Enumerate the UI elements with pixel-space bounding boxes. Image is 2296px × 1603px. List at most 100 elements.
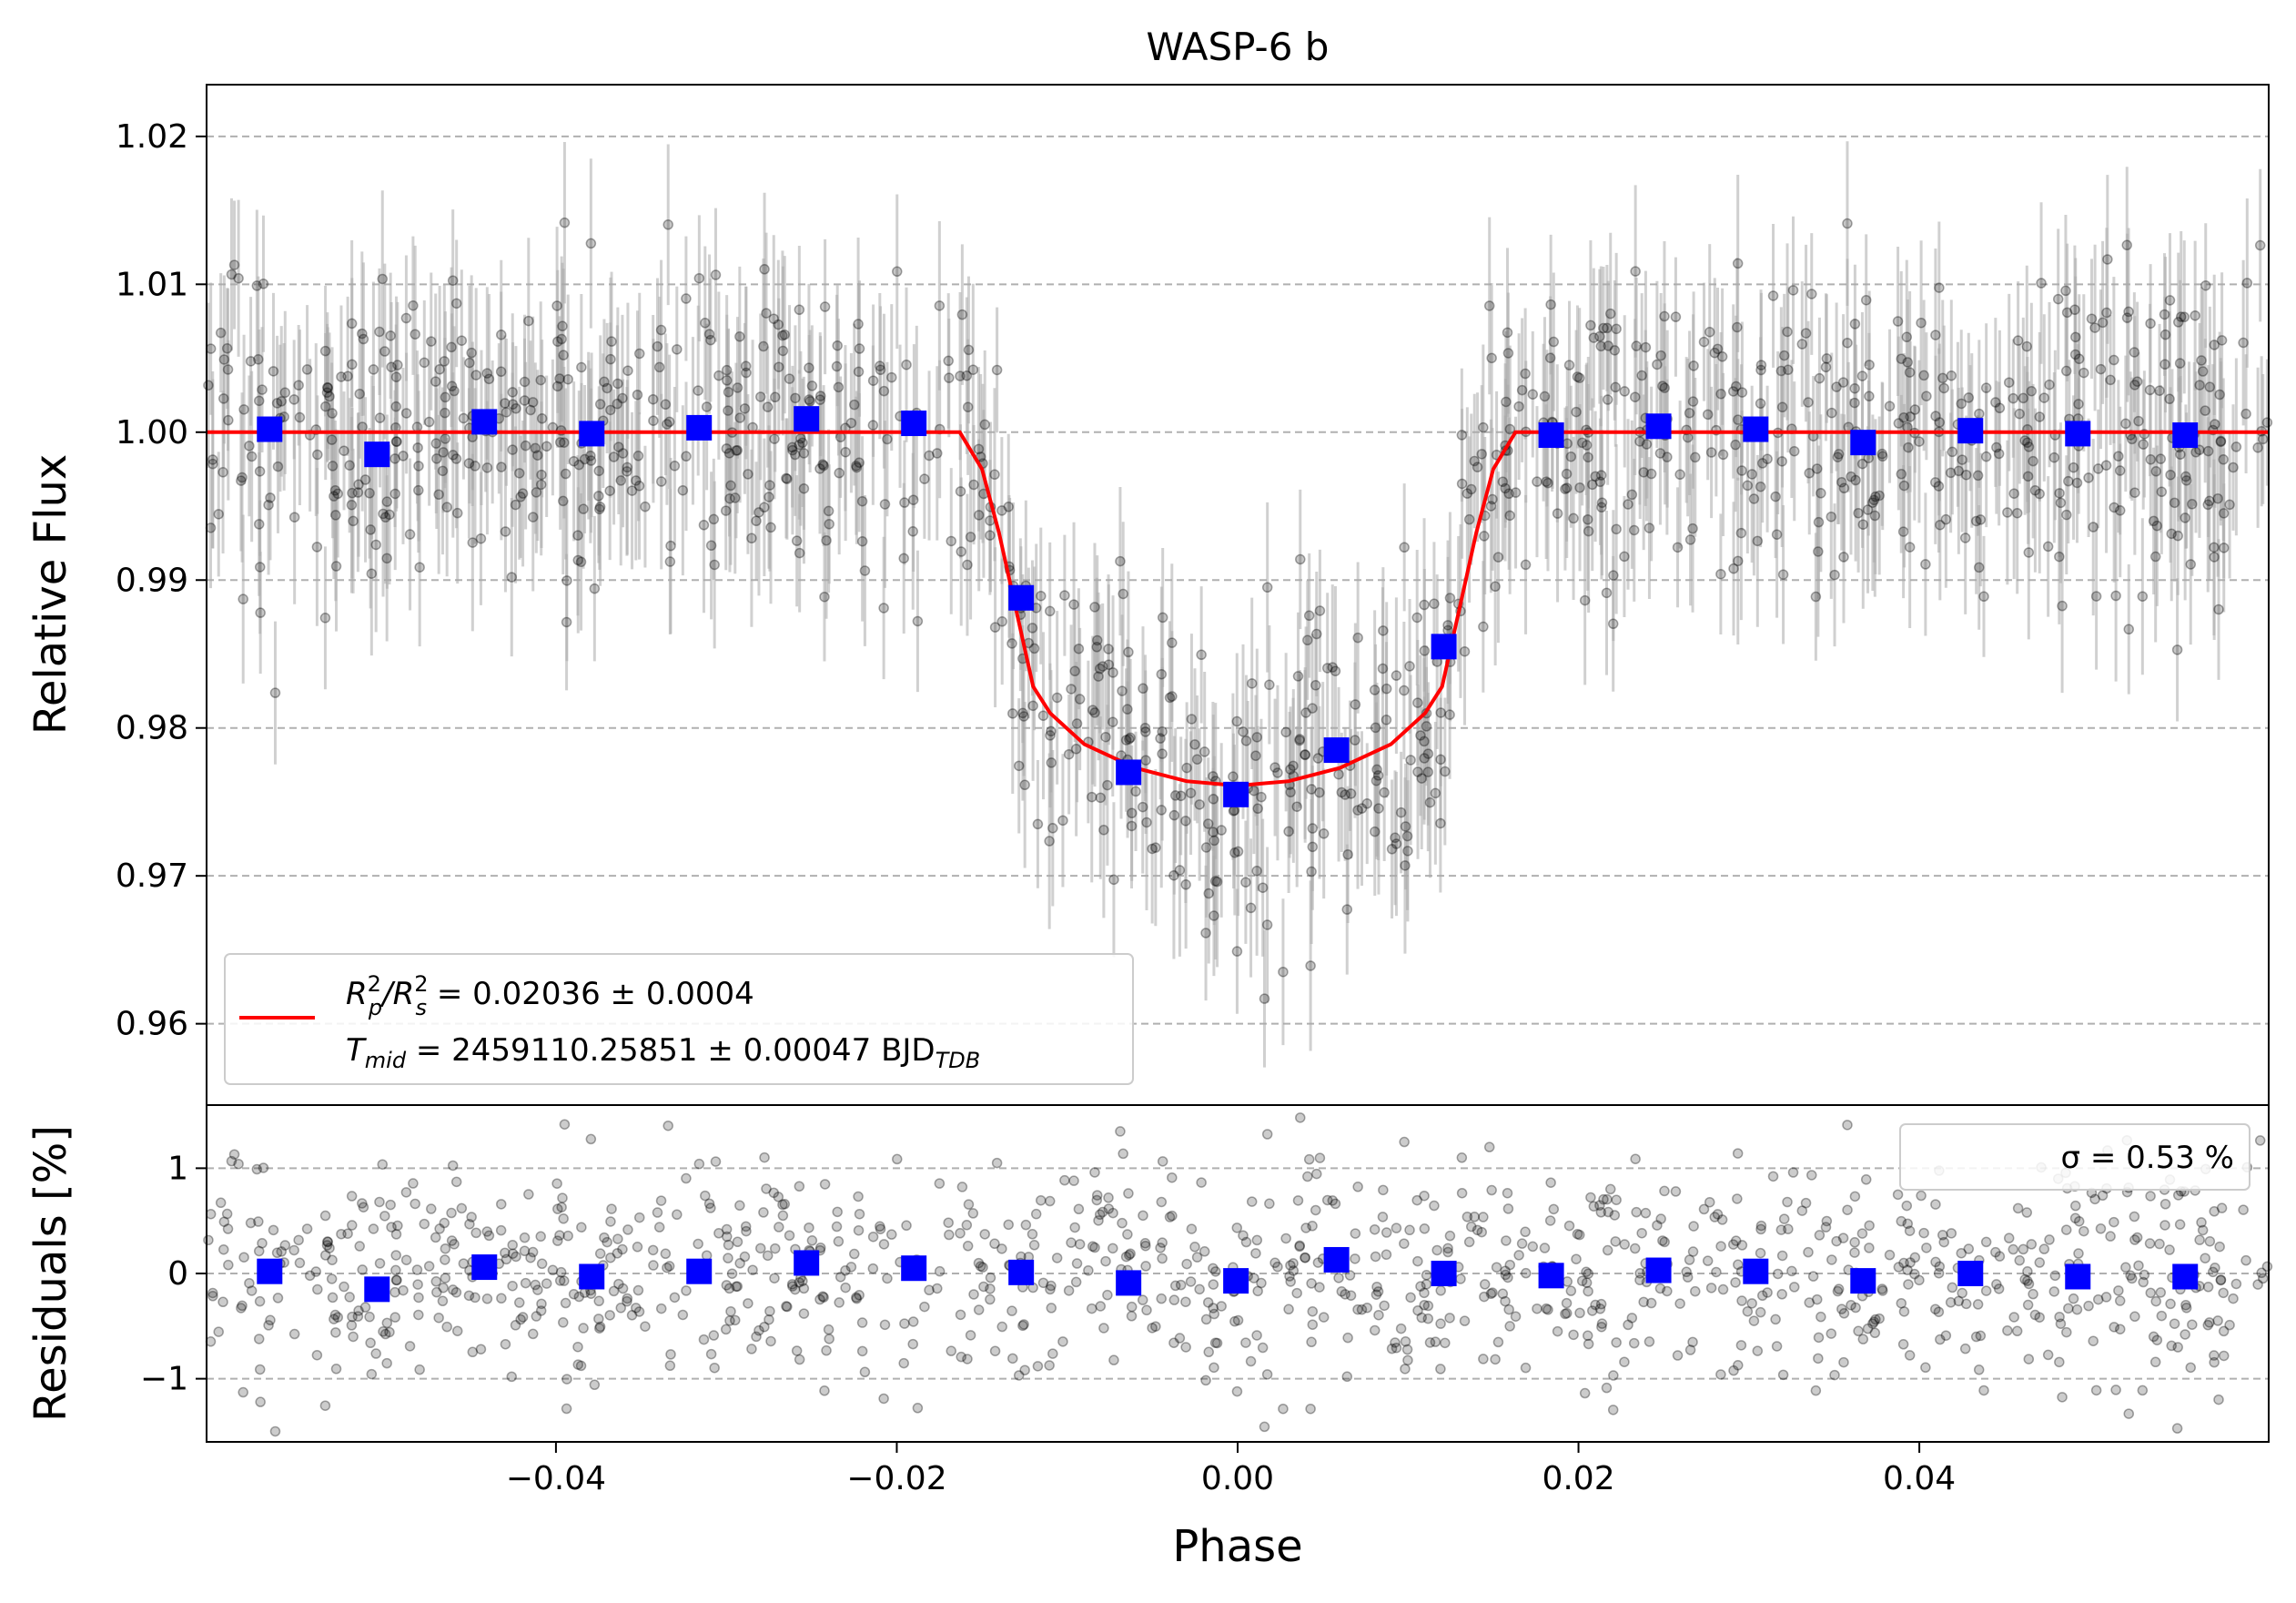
- residual-raw-point: [886, 1229, 897, 1240]
- residual-raw-point: [1444, 1230, 1456, 1242]
- flux-raw-point: [1019, 779, 1030, 791]
- residual-raw-point: [789, 1283, 801, 1295]
- residual-raw-point: [1877, 1285, 1888, 1296]
- residual-raw-point: [1305, 1403, 1316, 1415]
- residual-raw-point: [1573, 1229, 1585, 1241]
- residual-raw-point: [1874, 1313, 1885, 1324]
- flux-raw-point: [1095, 792, 1107, 804]
- residual-raw-point: [374, 1258, 386, 1269]
- residual-raw-point: [764, 1305, 775, 1317]
- x-tick-label: 0.02: [1542, 1460, 1614, 1497]
- flux-y-tick-label: 1.02: [116, 118, 188, 156]
- flux-raw-point: [973, 510, 985, 521]
- residual-raw-point: [1497, 1288, 1509, 1300]
- residual-raw-point: [276, 1246, 287, 1257]
- residual-raw-point: [632, 1284, 644, 1296]
- residual-raw-point: [1918, 1227, 1929, 1239]
- residual-raw-point: [1186, 1223, 1198, 1234]
- residual-raw-point: [2022, 1266, 2033, 1277]
- residual-raw-point: [1929, 1304, 1941, 1314]
- residual-raw-point: [1371, 1289, 1382, 1300]
- residual-raw-point: [608, 1285, 620, 1297]
- flux-raw-point: [466, 347, 477, 359]
- residual-raw-point: [288, 1328, 300, 1340]
- residual-raw-point: [2209, 1206, 2220, 1217]
- flux-raw-point: [1246, 678, 1258, 689]
- flux-binned-point: [686, 414, 713, 441]
- residual-raw-point: [475, 1344, 487, 1354]
- residual-raw-point: [1561, 1307, 1573, 1319]
- flux-raw-point: [1796, 339, 1808, 350]
- residual-raw-point: [663, 1120, 673, 1131]
- residual-raw-point: [849, 1248, 860, 1260]
- flux-raw-point: [536, 469, 547, 481]
- flux-raw-point: [1288, 760, 1299, 772]
- residual-raw-point: [1772, 1268, 1784, 1280]
- flux-raw-point: [1486, 352, 1497, 364]
- residual-raw-point: [1157, 1237, 1168, 1248]
- flux-raw-point: [346, 318, 358, 330]
- residual-raw-point: [1728, 1365, 1739, 1376]
- residual-raw-point: [438, 1282, 449, 1294]
- flux-raw-point: [2166, 528, 2177, 540]
- flux-raw-point: [433, 489, 444, 501]
- flux-raw-point: [720, 505, 732, 516]
- residual-raw-point: [2089, 1193, 2100, 1205]
- flux-raw-point: [2138, 439, 2149, 450]
- residual-raw-point: [1073, 1203, 1085, 1215]
- residual-raw-point: [946, 1345, 957, 1356]
- flux-raw-point: [348, 515, 359, 527]
- residual-raw-point: [648, 1260, 659, 1271]
- residual-raw-point: [1115, 1126, 1126, 1137]
- residual-raw-point: [759, 1321, 770, 1333]
- flux-raw-point: [1373, 803, 1384, 814]
- residual-raw-point: [2012, 1202, 2024, 1214]
- flux-raw-point: [207, 458, 218, 470]
- residual-raw-point: [1770, 1314, 1781, 1325]
- flux-raw-point: [2257, 433, 2269, 445]
- residual-raw-point: [456, 1202, 468, 1214]
- flux-raw-point: [575, 556, 587, 568]
- flux-raw-point: [1442, 620, 1453, 631]
- flux-raw-point: [996, 505, 1007, 516]
- residual-raw-point: [1516, 1238, 1528, 1249]
- residual-raw-point: [1850, 1302, 1861, 1314]
- flux-raw-point: [1619, 386, 1630, 397]
- flux-raw-point: [1240, 877, 1251, 888]
- flux-raw-point: [556, 333, 567, 345]
- residual-raw-point: [1150, 1321, 1161, 1332]
- flux-raw-point: [1581, 440, 1593, 451]
- residual-raw-point: [1869, 1327, 1881, 1339]
- residual-raw-point: [734, 1258, 745, 1269]
- residual-raw-point: [1003, 1219, 1014, 1231]
- residual-raw-point: [2090, 1385, 2102, 1396]
- flux-raw-point: [798, 482, 810, 494]
- flux-raw-point: [1787, 285, 1799, 296]
- residual-raw-point: [1108, 1207, 1118, 1219]
- residual-raw-point: [1500, 1269, 1512, 1281]
- residual-raw-point: [1256, 1277, 1267, 1289]
- residual-raw-point: [1803, 1246, 1814, 1258]
- residual-raw-point: [326, 1273, 338, 1284]
- residual-raw-point: [1732, 1193, 1743, 1204]
- residual-raw-point: [1831, 1235, 1842, 1247]
- residual-raw-point: [612, 1248, 623, 1259]
- residual-raw-point: [2008, 1312, 2019, 1323]
- residual-raw-point: [1199, 1246, 1210, 1257]
- residual-raw-point: [1269, 1257, 1280, 1269]
- flux-raw-point: [770, 391, 781, 403]
- residual-raw-point: [622, 1224, 633, 1235]
- flux-raw-point: [1640, 341, 1652, 353]
- residual-raw-point: [1412, 1304, 1423, 1316]
- residual-raw-point: [2218, 1350, 2230, 1362]
- flux-raw-point: [1670, 311, 1682, 322]
- residual-raw-point: [774, 1222, 784, 1233]
- flux-raw-point: [573, 459, 585, 471]
- residual-raw-point: [1504, 1259, 1516, 1271]
- flux-raw-point: [253, 354, 264, 365]
- flux-raw-point: [1803, 397, 1814, 408]
- flux-raw-point: [1155, 733, 1166, 744]
- residual-raw-point: [713, 1228, 724, 1239]
- residual-raw-point: [1087, 1241, 1098, 1253]
- residual-raw-point: [853, 1224, 865, 1236]
